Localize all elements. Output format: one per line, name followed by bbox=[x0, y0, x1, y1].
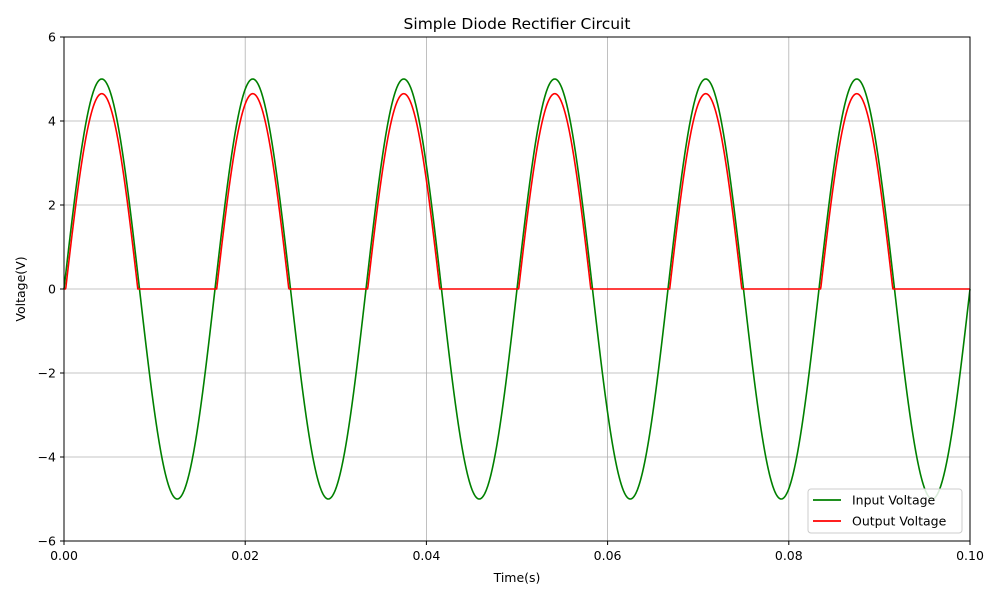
x-tick-label: 0.06 bbox=[594, 548, 622, 563]
y-tick-label: −2 bbox=[38, 366, 56, 381]
x-tick-label: 0.00 bbox=[50, 548, 78, 563]
y-axis: −6 −4 −2 0 2 4 6 bbox=[38, 30, 64, 549]
y-tick-label: 4 bbox=[48, 114, 56, 129]
legend: Input Voltage Output Voltage bbox=[807, 488, 963, 534]
y-tick-label: 0 bbox=[48, 282, 56, 297]
x-axis-label: Time(s) bbox=[493, 570, 541, 585]
y-tick-label: −4 bbox=[38, 450, 56, 465]
x-tick-label: 0.04 bbox=[412, 548, 440, 563]
legend-box bbox=[807, 488, 963, 534]
y-tick-label: 6 bbox=[48, 30, 56, 45]
x-tick-label: 0.08 bbox=[775, 548, 803, 563]
x-tick-label: 0.10 bbox=[956, 548, 984, 563]
y-axis-label: Voltage(V) bbox=[13, 256, 28, 321]
series-layer bbox=[63, 78, 971, 500]
x-tick-label: 0.02 bbox=[231, 548, 259, 563]
y-tick-label: −6 bbox=[38, 534, 56, 549]
legend-label: Input Voltage bbox=[852, 493, 936, 508]
x-axis: 0.00 0.02 0.04 0.06 0.08 0.10 bbox=[50, 541, 984, 563]
chart-title: Simple Diode Rectifier Circuit bbox=[404, 15, 631, 33]
legend-label: Output Voltage bbox=[852, 514, 947, 529]
series-line-output-voltage bbox=[63, 92, 971, 290]
y-tick-label: 2 bbox=[48, 198, 56, 213]
